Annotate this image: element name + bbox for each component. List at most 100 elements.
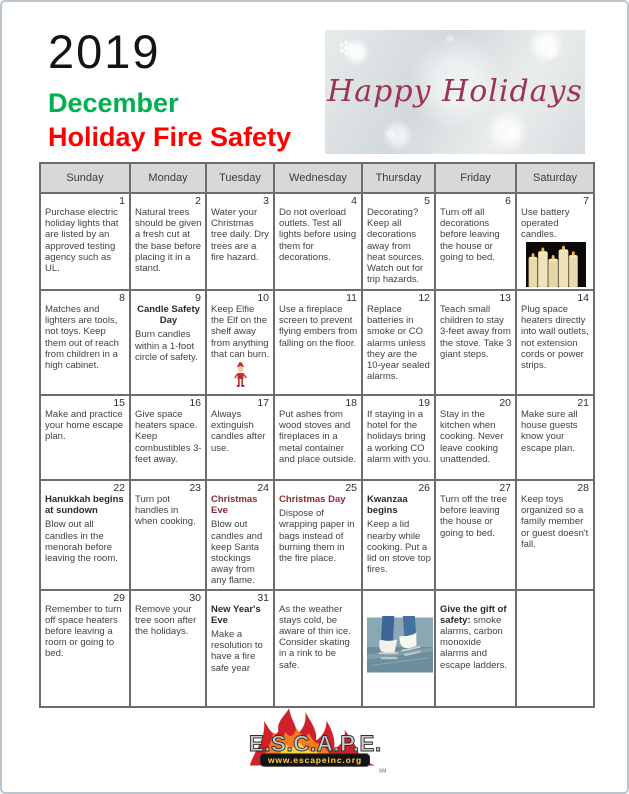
calendar-cell: 7 Use battery operated candles. xyxy=(515,192,595,291)
calendar-cell: 26 Kwanzaa begins Keep a lid nearby while … xyxy=(361,479,436,591)
flame-logo-graphic: E.S.C.A.P.E. www.escapeinc.org SM xyxy=(248,708,387,775)
safety-tip-text: Burn candles within a 1-foot circle of s… xyxy=(135,329,198,363)
date-number: 16 xyxy=(189,397,201,409)
snowflake-icon: ❄ xyxy=(385,126,396,141)
date-number: 15 xyxy=(113,397,125,409)
safety-tip-text: If staying in a hotel for the holidays b… xyxy=(367,409,431,465)
holiday-heading: Christmas Eve xyxy=(211,494,258,517)
weekday-header-thursday: Thursday xyxy=(361,162,436,194)
holiday-heading: Kwanzaa begins xyxy=(367,494,408,517)
safety-tip-text: As the weather stays cold, be aware of t… xyxy=(279,603,351,671)
safety-tip-text: Turn off all decorations before leaving … xyxy=(440,207,500,263)
elf-image xyxy=(233,360,248,388)
banner-greeting: Happy Holidays xyxy=(327,74,583,109)
calendar-cell: 4 Do not overload outlets. Test all light… xyxy=(273,192,363,291)
logo-wordmark: E.S.C.A.P.E. xyxy=(248,731,380,756)
weekday-header-sunday: Sunday xyxy=(39,162,131,194)
safety-tip-text: Decorating? Keep all decorations away fr… xyxy=(367,207,425,286)
safety-tip-text: Make a resolution to have a fire safe ye… xyxy=(211,629,263,674)
date-number: 6 xyxy=(505,195,511,207)
date-number: 25 xyxy=(345,482,357,494)
calendar-week-row: 8 Matches and lighters are tools, not toy… xyxy=(39,289,595,396)
safety-tip-text: Keep Elfie the Elf on the shelf away fro… xyxy=(211,304,270,360)
safety-tip-text: Water your Christmas tree daily. Dry tre… xyxy=(211,207,269,263)
skates-image xyxy=(367,615,433,674)
date-number: 3 xyxy=(263,195,269,207)
date-number: 22 xyxy=(113,482,125,494)
snowflake-icon: ❄ xyxy=(445,32,456,46)
calendar-cell: 25 Christmas Day Dispose of wrapping paper… xyxy=(273,479,363,591)
weekday-header-wednesday: Wednesday xyxy=(273,162,363,194)
calendar-cell: 18 Put ashes from wood stoves and firepla… xyxy=(273,394,363,481)
date-number: 29 xyxy=(113,591,125,604)
calendar-cell: 27 Turn off the tree before leaving the h… xyxy=(434,479,517,591)
calendar-cell: 28 Keep toys organized so a family member… xyxy=(515,479,595,591)
holiday-heading: New Year's Eve xyxy=(211,603,261,626)
date-number: 31 xyxy=(257,591,269,604)
date-number: 7 xyxy=(583,195,589,207)
weekday-header-friday: Friday xyxy=(434,162,517,194)
date-number: 8 xyxy=(119,292,125,304)
date-number: 10 xyxy=(257,292,269,304)
calendar-week-row: 15 Make and practice your home escape pla… xyxy=(39,394,595,481)
calendar-cell: 16 Give space heaters space. Keep combust… xyxy=(129,394,207,481)
date-number: 17 xyxy=(257,397,269,409)
date-number: 13 xyxy=(499,292,511,304)
date-number: 9 xyxy=(195,292,201,304)
safety-tip-text: Turn pot handles in when cooking. xyxy=(135,494,196,528)
date-number: 14 xyxy=(577,292,589,304)
safety-tip-text: Use a fireplace screen to prevent flying… xyxy=(279,304,358,349)
safety-tip-text: Give space heaters space. Keep combustib… xyxy=(135,409,202,465)
date-number: 19 xyxy=(418,397,430,409)
calendar-cell: 17 Always extinguish candles after use. xyxy=(205,394,275,481)
holiday-heading: Candle Safety Day xyxy=(137,304,200,327)
date-number: 5 xyxy=(424,195,430,207)
safety-tip-text: Matches and lighters are tools, not toys… xyxy=(45,304,119,372)
happy-holidays-image: ❄ ❄ ❄ ❄ ❄ Happy Holidays xyxy=(325,30,585,154)
calendar-cell: 24 Christmas Eve Blow out candles and keep… xyxy=(205,479,275,591)
calendar-week-row: 1 Purchase electric holiday lights that a… xyxy=(39,192,595,291)
calendar-cell xyxy=(515,588,595,708)
calendar-cell: 1 Purchase electric holiday lights that a… xyxy=(39,192,131,291)
calendar-cell: 11 Use a fireplace screen to prevent flyi… xyxy=(273,289,363,396)
page-title: Holiday Fire Safety xyxy=(48,122,292,152)
calendar-cell: 13 Teach small children to stay 3-feet aw… xyxy=(434,289,517,396)
safety-tip-text: Make sure all house guests know your esc… xyxy=(521,409,578,454)
safety-tip-text: Blow out all candles in the menorah befo… xyxy=(45,519,118,565)
calendar-cell: 19 If staying in a hotel for the holidays… xyxy=(361,394,436,481)
safety-tip-text: Remove your tree soon after the holidays… xyxy=(135,603,197,638)
safety-tip-text: Put ashes from wood stoves and fireplace… xyxy=(279,409,357,465)
calendar-cell: Give the gift of safety: smoke alarms, c… xyxy=(434,588,517,708)
snowflake-icon: ❄ xyxy=(505,124,522,146)
snowflake-icon: ❄ xyxy=(545,46,559,63)
date-number: 4 xyxy=(351,195,357,207)
calendar-cell: 15 Make and practice your home escape pla… xyxy=(39,394,131,481)
date-number: 30 xyxy=(189,591,201,604)
calendar-cell: 5 Decorating? Keep all decorations away f… xyxy=(361,192,436,291)
candles-image xyxy=(525,241,586,287)
safety-tip-text: Plug space heaters directly into wall ou… xyxy=(521,304,589,372)
calendar-cell: 21 Make sure all house guests know your e… xyxy=(515,394,595,481)
safety-tip-text: Always extinguish candles after use. xyxy=(211,409,266,454)
calendar-cell: 29 Remember to turn off space heaters bef… xyxy=(39,588,131,708)
calendar-cell: 9 Candle Safety Day Burn candles within a … xyxy=(129,289,207,396)
weekday-header-tuesday: Tuesday xyxy=(205,162,275,194)
safety-tip-text: Keep a lid nearby while cooking. Put a l… xyxy=(367,519,431,576)
safety-tip-text: Natural trees should be given a fresh cu… xyxy=(135,207,202,275)
date-number xyxy=(440,592,512,604)
logo-trademark: SM xyxy=(378,769,387,775)
date-number: 28 xyxy=(577,482,589,494)
safety-tip-text: Keep toys organized so a family member o… xyxy=(521,494,589,550)
safety-tip-text: Blow out candles and keep Santa stocking… xyxy=(211,519,263,587)
safety-tip-text: Stay in the kitchen when cooking. Never … xyxy=(440,409,504,465)
calendar-cell: 14 Plug space heaters directly into wall … xyxy=(515,289,595,396)
calendar-cell: 20 Stay in the kitchen when cooking. Neve… xyxy=(434,394,517,481)
safety-tip-text: Use battery operated candles. xyxy=(521,207,570,241)
date-number xyxy=(367,592,431,604)
date-number: 20 xyxy=(499,397,511,409)
calendar-cell: 30 Remove your tree soon after the holida… xyxy=(129,588,207,708)
calendar-cell: 8 Matches and lighters are tools, not toy… xyxy=(39,289,131,396)
safety-tip-text: Remember to turn off space heaters befor… xyxy=(45,603,122,660)
date-number: 1 xyxy=(119,195,125,207)
weekday-header-row: Sunday Monday Tuesday Wednesday Thursday… xyxy=(39,162,595,194)
